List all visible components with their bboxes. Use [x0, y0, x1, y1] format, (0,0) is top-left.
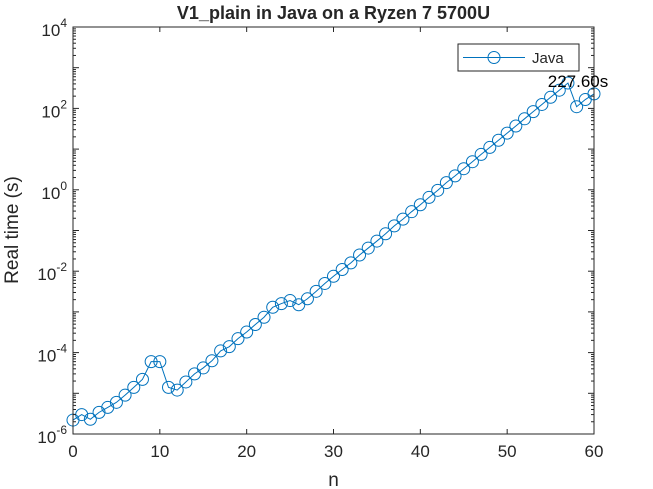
data-point [240, 325, 254, 339]
data-point [396, 212, 410, 226]
data-point [413, 198, 427, 212]
data-point [439, 176, 453, 190]
data-point [257, 310, 271, 324]
data-point [535, 97, 549, 111]
x-tick-label: 40 [411, 442, 430, 461]
data-point [561, 76, 575, 90]
data-point [231, 332, 245, 346]
data-point [335, 263, 349, 277]
data-point [266, 300, 280, 314]
x-tick-label: 20 [237, 442, 256, 461]
data-point [448, 169, 462, 183]
data-point [248, 318, 262, 332]
x-tick-label: 60 [585, 442, 604, 461]
y-axis-label: Real time (s) [2, 176, 23, 284]
data-point [570, 100, 584, 114]
data-point [491, 133, 505, 147]
data-point [387, 219, 401, 233]
plot-area [73, 27, 594, 434]
data-point [544, 90, 558, 104]
data-point [309, 284, 323, 298]
data-point [222, 340, 236, 354]
x-tick-label: 0 [68, 442, 77, 461]
series-line [72, 82, 595, 421]
data-point [214, 344, 228, 358]
legend-series-label: Java [532, 50, 564, 67]
data-point [205, 354, 219, 368]
data-point [153, 355, 167, 369]
data-point [526, 105, 540, 119]
x-tick-label: 50 [498, 442, 517, 461]
data-point [188, 367, 202, 381]
data-point [135, 372, 149, 386]
data-point [552, 83, 566, 97]
y-tick-label: 104 [41, 16, 67, 40]
data-point [318, 276, 332, 290]
data-point [300, 292, 314, 306]
annotation-layer: 227.60s [548, 72, 609, 91]
y-tick-label: 102 [41, 97, 67, 121]
y-tick-label: 10-2 [37, 260, 67, 284]
data-point [83, 412, 97, 426]
data-point [327, 269, 340, 283]
data-point [292, 298, 306, 312]
y-axis-ticks: 10-6 10-4 10-2 100 102 104 [37, 16, 594, 447]
data-point [196, 361, 210, 375]
data-point [422, 190, 436, 204]
x-axis-label: n [328, 470, 339, 489]
legend: Java [457, 43, 580, 72]
data-point [118, 388, 132, 402]
data-point [127, 380, 141, 394]
legend-series-marker [487, 51, 501, 64]
data-label-annotation: 227.60s [548, 72, 609, 91]
data-point [405, 205, 419, 219]
data-point [457, 162, 471, 176]
data-point [353, 248, 367, 262]
data-point [509, 119, 523, 133]
data-point [474, 147, 488, 161]
y-tick-label: 10-6 [37, 423, 67, 447]
data-point [344, 256, 358, 270]
data-point [144, 355, 158, 369]
data-point [179, 375, 193, 389]
data-point [483, 140, 497, 154]
data-point [283, 294, 297, 308]
data-point [465, 155, 479, 169]
data-point [361, 241, 375, 255]
data-point [370, 234, 384, 248]
x-axis-ticks: 0 10 20 30 40 50 60 [68, 27, 603, 461]
data-point [431, 183, 445, 197]
data-point [162, 380, 176, 394]
series-layer [66, 76, 601, 427]
data-point [379, 227, 393, 241]
data-point [274, 297, 288, 311]
chart-title: V1_plain in Java on a Ryzen 7 5700U [177, 3, 490, 23]
data-point [109, 395, 123, 409]
y-tick-label: 100 [41, 179, 67, 203]
x-tick-label: 10 [150, 442, 169, 461]
y-tick-label: 10-4 [37, 342, 67, 366]
data-point [170, 383, 184, 397]
x-tick-label: 30 [324, 442, 343, 461]
data-point [500, 126, 514, 140]
data-point [518, 112, 532, 126]
